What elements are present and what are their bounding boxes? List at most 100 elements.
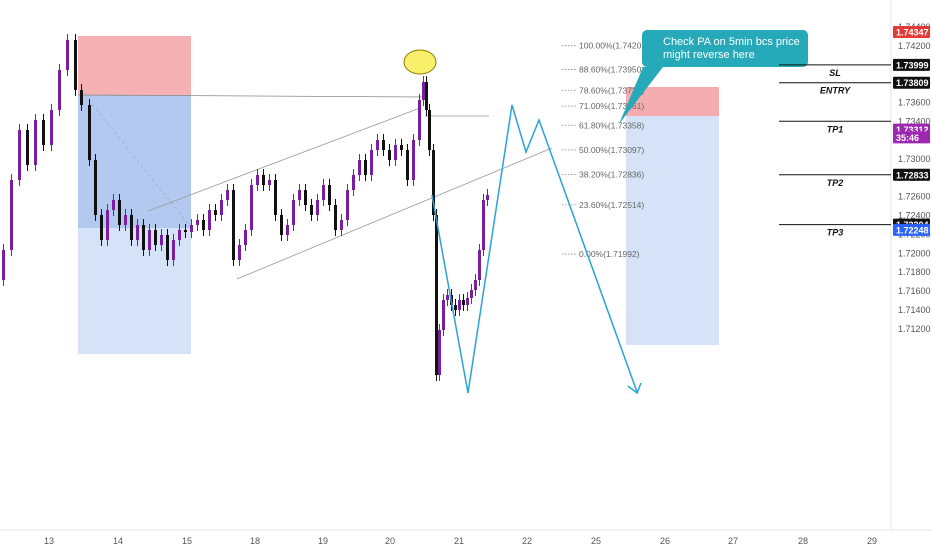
candle-body [442, 300, 445, 330]
fib-level-label: 38.20%(1.72836) [579, 169, 644, 179]
candle-body [470, 290, 473, 298]
candle-body [316, 200, 319, 215]
candle-body [34, 120, 37, 165]
trade-level-label: ENTRY [820, 86, 851, 96]
candle-body [124, 215, 127, 225]
candle-body [370, 150, 373, 175]
fib-level-label: 71.00%(1.73561) [579, 101, 644, 111]
candle-body [250, 185, 253, 230]
candle-body [376, 140, 379, 150]
candle-body [148, 230, 151, 250]
x-tick-label: 20 [385, 536, 395, 546]
price-tag-text: 1.72833 [896, 170, 929, 180]
y-tick-label: 1.71600 [898, 286, 931, 296]
candle-body [106, 210, 109, 240]
candle-body [112, 200, 115, 210]
fib-level-label: 50.00%(1.73097) [579, 145, 644, 155]
x-tick-label: 14 [113, 536, 123, 546]
y-tick-label: 1.73600 [898, 97, 931, 107]
candle-body [2, 250, 5, 280]
y-tick-label: 1.73400 [898, 116, 931, 126]
candle-body [130, 215, 133, 240]
price-tag-text: 1.73809 [896, 78, 929, 88]
plot-background [0, 0, 932, 531]
candle-body [458, 300, 461, 310]
candle-body [425, 82, 428, 110]
price-tag-box [893, 58, 930, 71]
top-highlight-marker[interactable] [403, 49, 437, 75]
candle-body [412, 140, 415, 180]
candle-body [352, 175, 355, 190]
y-tick-label: 1.72400 [898, 211, 931, 221]
callout-text: Check PA on 5min bcs price might reverse… [663, 36, 803, 61]
candle-body [310, 205, 313, 215]
x-tick-label: 22 [522, 536, 532, 546]
x-tick-label: 26 [660, 536, 670, 546]
candle-body [388, 150, 391, 160]
x-tick-label: 13 [44, 536, 54, 546]
y-tick-label: 1.72000 [898, 248, 931, 258]
fib-level-label: 23.60%(1.72514) [579, 200, 644, 210]
x-tick-label: 19 [318, 536, 328, 546]
trade-level-label: SL [829, 68, 841, 78]
candle-body [454, 305, 457, 310]
fib-level-label: 0.00%(1.71992) [579, 249, 640, 259]
candle-body [280, 215, 283, 235]
y-tick-label: 1.72600 [898, 192, 931, 202]
price-tag-text: 35:46 [896, 133, 919, 143]
callout-bubble [619, 30, 808, 124]
resistance-line [77, 94, 426, 98]
candle-body [304, 190, 307, 205]
candle-body [406, 150, 409, 180]
candle-body [346, 190, 349, 220]
price-tag-box [893, 25, 930, 38]
candle-body [202, 220, 205, 230]
price-tag-box [893, 168, 930, 181]
projected-path[interactable] [431, 104, 642, 395]
candle-body [226, 190, 229, 200]
fib-level-label: 100.00%(1.74202) [579, 41, 649, 51]
candle-body [268, 180, 271, 185]
candle-body [66, 40, 69, 70]
candle-body [446, 295, 449, 300]
trade-levels[interactable]: SL ENTRY TP1 TP2 TP3 [779, 64, 891, 238]
right-position-box[interactable] [626, 87, 719, 345]
candle-body [184, 230, 187, 232]
candle-body [428, 110, 431, 150]
trend-lines[interactable] [77, 94, 553, 280]
y-tick-label: 1.73000 [898, 154, 931, 164]
candle-body [422, 82, 425, 100]
candle-body [292, 200, 295, 225]
candle-body [94, 160, 97, 215]
candle-body [160, 235, 163, 245]
candle-body [50, 110, 53, 145]
candle-body [438, 330, 441, 375]
candle-body [196, 220, 199, 225]
y-tick-label: 1.71400 [898, 305, 931, 315]
y-tick-label: 1.74200 [898, 41, 931, 51]
price-tag-text: 1.74347 [896, 27, 929, 37]
candle-body [394, 145, 397, 160]
candle-body [486, 195, 489, 200]
time-axis[interactable]: 13 14 15 18 19 20 21 22 25 26 27 28 29 [44, 536, 877, 546]
price-tag-text: 1.73312 [896, 125, 929, 135]
candle-body [466, 298, 469, 305]
candle-body [214, 210, 217, 215]
candle-body [432, 150, 435, 215]
candle-body [435, 215, 438, 375]
candle-body [328, 185, 331, 205]
trade-level-label: TP1 [827, 124, 844, 134]
candle-body [18, 130, 21, 180]
fib-level-label: 88.60%(1.73950) [579, 64, 644, 74]
candle-body [154, 230, 157, 245]
price-tag-text: 1.72248 [896, 225, 929, 235]
x-tick-label: 21 [454, 536, 464, 546]
trade-level-label: TP3 [827, 228, 844, 238]
candle-body [190, 225, 193, 232]
candle-body [10, 180, 13, 250]
candle-body [358, 160, 361, 175]
fibonacci-retracement[interactable]: 100.00%(1.74202) 88.60%(1.73950) 78.60%(1.… [562, 41, 649, 259]
annotation-callout[interactable]: Check PA on 5min bcs price might reverse… [619, 30, 808, 124]
x-tick-label: 27 [728, 536, 738, 546]
